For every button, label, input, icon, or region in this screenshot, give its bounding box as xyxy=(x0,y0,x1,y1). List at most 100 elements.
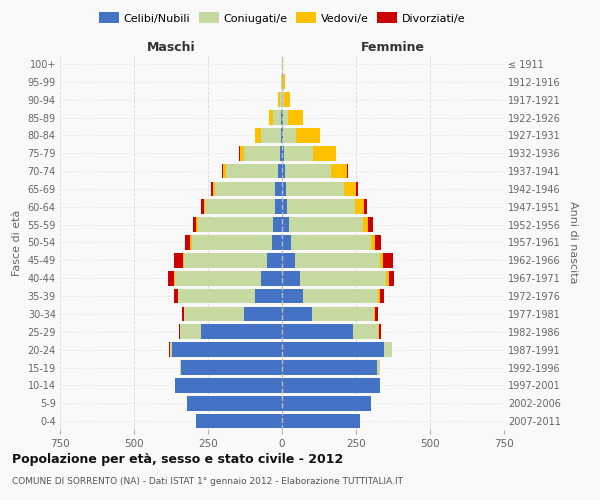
Bar xyxy=(289,218,362,232)
Text: Femmine: Femmine xyxy=(361,41,425,54)
Bar xyxy=(184,253,267,268)
Bar xyxy=(275,182,282,196)
Bar xyxy=(213,182,215,196)
Legend: Celibi/Nubili, Coniugati/e, Vedovi/e, Divorziati/e: Celibi/Nubili, Coniugati/e, Vedovi/e, Di… xyxy=(94,8,470,28)
Bar xyxy=(291,235,371,250)
Bar xyxy=(282,92,284,107)
Bar xyxy=(282,342,384,357)
Bar xyxy=(201,200,203,214)
Bar xyxy=(215,182,275,196)
Bar xyxy=(256,289,282,304)
Bar xyxy=(185,235,190,250)
Bar xyxy=(364,200,367,214)
Bar xyxy=(282,253,295,268)
Bar xyxy=(205,200,275,214)
Bar xyxy=(386,271,389,285)
Bar xyxy=(282,324,353,339)
Bar xyxy=(221,164,223,178)
Bar xyxy=(211,182,213,196)
Bar xyxy=(377,360,380,375)
Text: Popolazione per età, sesso e stato civile - 2012: Popolazione per età, sesso e stato civil… xyxy=(12,452,343,466)
Bar xyxy=(331,164,347,178)
Bar xyxy=(300,271,386,285)
Y-axis label: Anni di nascita: Anni di nascita xyxy=(568,201,578,284)
Bar xyxy=(296,128,320,142)
Bar xyxy=(374,306,375,322)
Bar xyxy=(311,306,374,322)
Bar xyxy=(278,164,282,178)
Bar xyxy=(278,92,280,107)
Y-axis label: Fasce di età: Fasce di età xyxy=(12,210,22,276)
Bar xyxy=(175,271,261,285)
Bar xyxy=(192,235,272,250)
Bar xyxy=(362,218,368,232)
Bar xyxy=(190,235,192,250)
Bar xyxy=(282,235,291,250)
Bar xyxy=(180,360,181,375)
Bar xyxy=(200,324,282,339)
Bar xyxy=(275,200,282,214)
Bar xyxy=(182,306,184,322)
Bar xyxy=(295,253,380,268)
Bar xyxy=(169,271,174,285)
Bar xyxy=(283,110,288,125)
Bar xyxy=(335,146,337,160)
Bar xyxy=(375,235,381,250)
Bar xyxy=(353,324,378,339)
Bar xyxy=(355,200,364,214)
Bar xyxy=(273,110,281,125)
Bar xyxy=(282,396,371,410)
Bar xyxy=(193,218,196,232)
Bar xyxy=(174,253,183,268)
Bar xyxy=(267,253,282,268)
Bar xyxy=(282,414,361,428)
Bar xyxy=(261,128,281,142)
Bar xyxy=(389,271,394,285)
Bar xyxy=(288,110,303,125)
Bar xyxy=(181,360,282,375)
Bar xyxy=(284,92,290,107)
Bar xyxy=(244,306,282,322)
Bar xyxy=(282,289,303,304)
Bar xyxy=(371,235,375,250)
Bar xyxy=(256,128,261,142)
Bar xyxy=(184,306,244,322)
Bar xyxy=(173,289,178,304)
Bar xyxy=(180,324,200,339)
Bar xyxy=(196,414,282,428)
Bar xyxy=(239,146,244,160)
Bar xyxy=(285,164,331,178)
Bar xyxy=(187,396,282,410)
Bar xyxy=(378,289,380,304)
Bar xyxy=(380,289,384,304)
Bar xyxy=(356,182,358,196)
Bar xyxy=(283,128,296,142)
Bar xyxy=(281,110,282,125)
Bar xyxy=(383,253,393,268)
Bar xyxy=(282,306,311,322)
Text: COMUNE DI SORRENTO (NA) - Dati ISTAT 1° gennaio 2012 - Elaborazione TUTTITALIA.I: COMUNE DI SORRENTO (NA) - Dati ISTAT 1° … xyxy=(12,478,403,486)
Bar xyxy=(196,218,197,232)
Bar xyxy=(313,146,335,160)
Bar xyxy=(244,146,280,160)
Bar xyxy=(282,128,283,142)
Bar xyxy=(226,164,278,178)
Bar xyxy=(282,378,380,392)
Bar xyxy=(380,253,383,268)
Bar xyxy=(174,271,175,285)
Bar xyxy=(281,128,282,142)
Bar xyxy=(282,360,377,375)
Bar xyxy=(175,378,282,392)
Bar xyxy=(197,218,273,232)
Bar xyxy=(282,164,285,178)
Bar xyxy=(203,200,205,214)
Bar xyxy=(303,289,378,304)
Bar xyxy=(170,342,172,357)
Bar xyxy=(282,218,289,232)
Bar xyxy=(368,218,373,232)
Bar xyxy=(183,253,184,268)
Bar xyxy=(178,289,256,304)
Bar xyxy=(282,146,284,160)
Bar xyxy=(344,182,356,196)
Bar xyxy=(269,110,273,125)
